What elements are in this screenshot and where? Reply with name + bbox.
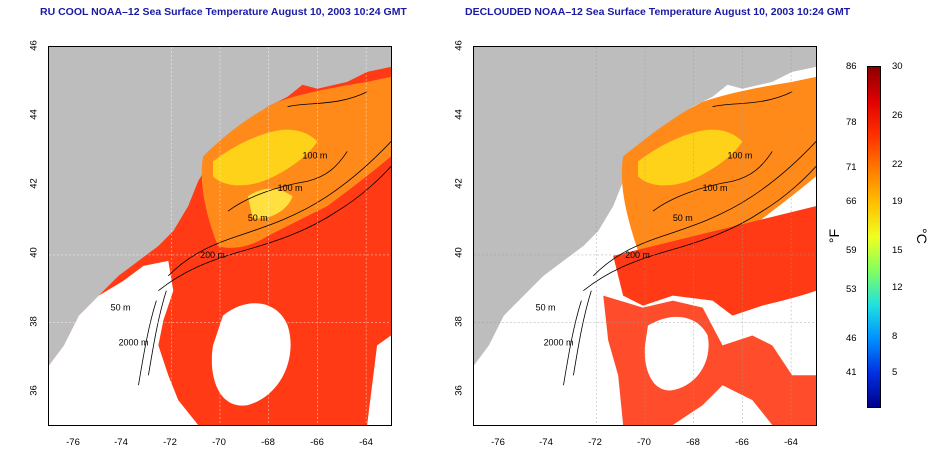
fahrenheit-tick: 86 [846,61,857,72]
celsius-tick: 26 [892,110,903,121]
lat-tick: 44 [28,109,40,120]
temperature-colorbar [867,66,881,408]
lat-tick: 40 [28,247,40,258]
contour-label: 50 m [536,303,556,313]
panel-title-left: RU COOL NOAA–12 Sea Surface Temperature … [40,6,407,18]
lon-tick: -64 [784,437,798,448]
lat-tick: 46 [453,40,465,51]
contour-label: 2000 m [119,337,149,347]
fahrenheit-tick: 41 [846,367,857,378]
fahrenheit-tick: 53 [846,284,857,295]
celsius-tick: 19 [892,196,903,207]
lon-tick: -66 [735,437,749,448]
lon-tick: -68 [686,437,700,448]
contour-label: 50 m [111,303,131,313]
lat-tick: 36 [28,385,40,396]
sst-map-declouded: 100 m 100 m 50 m 200 m 50 m 2000 m [473,46,817,426]
sst-map-declouded-svg: 100 m 100 m 50 m 200 m 50 m 2000 m [474,47,816,425]
celsius-tick: 12 [892,282,903,293]
lon-tick: -74 [114,437,128,448]
lon-tick: -72 [588,437,602,448]
contour-label: 50 m [673,213,693,223]
fahrenheit-tick: 71 [846,162,857,173]
sst-map-clouded-svg: 100 m 100 m 50 m 200 m 50 m 2000 m [49,47,391,425]
unit-fahrenheit: °F [826,228,843,244]
lat-tick: 42 [453,178,465,189]
sst-map-clouded: 100 m 100 m 50 m 200 m 50 m 2000 m [48,46,392,426]
celsius-tick: 8 [892,331,898,342]
fahrenheit-tick: 46 [846,333,857,344]
lon-tick: -64 [359,437,373,448]
lon-tick: -72 [163,437,177,448]
lat-tick: 44 [453,109,465,120]
lon-tick: -74 [539,437,553,448]
lat-tick: 46 [28,40,40,51]
contour-label: 100 m [728,150,753,160]
contour-label: 100 m [703,183,728,193]
celsius-tick: 5 [892,367,898,378]
lon-tick: -76 [491,437,505,448]
lon-tick: -66 [310,437,324,448]
unit-celsius: °C [913,228,930,244]
panel-title-right: DECLOUDED NOAA–12 Sea Surface Temperatur… [465,6,851,18]
contour-label: 100 m [278,183,303,193]
fahrenheit-tick: 59 [846,245,857,256]
lat-tick: 42 [28,178,40,189]
contour-label: 2000 m [544,337,574,347]
celsius-tick: 15 [892,245,903,256]
lon-tick: -68 [261,437,275,448]
celsius-tick: 30 [892,61,903,72]
contour-label: 100 m [303,150,328,160]
celsius-tick: 22 [892,159,903,170]
lat-tick: 36 [453,385,465,396]
lon-tick: -70 [637,437,651,448]
fahrenheit-tick: 78 [846,117,857,128]
fahrenheit-tick: 66 [846,196,857,207]
lat-tick: 38 [453,316,465,327]
lat-tick: 38 [28,316,40,327]
lon-tick: -76 [66,437,80,448]
lat-tick: 40 [453,247,465,258]
lon-tick: -70 [212,437,226,448]
contour-label: 50 m [248,213,268,223]
